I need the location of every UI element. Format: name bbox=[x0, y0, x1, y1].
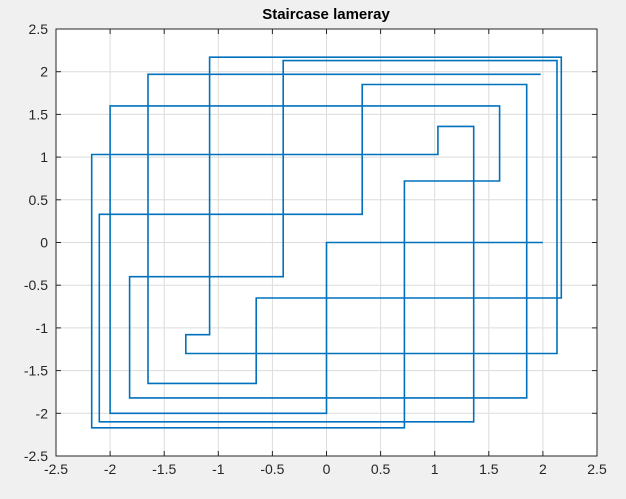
y-tick-label: -1.5 bbox=[24, 363, 48, 379]
y-tick-label: 2 bbox=[40, 64, 48, 80]
series-line-0 bbox=[90, 56, 563, 429]
x-tick-label: -2 bbox=[104, 461, 117, 477]
x-tick-label: 2.5 bbox=[587, 461, 607, 477]
y-tick-label: 2.5 bbox=[29, 21, 49, 37]
x-tick-label: 1.5 bbox=[479, 461, 499, 477]
y-tick-label: -2.5 bbox=[24, 448, 48, 464]
y-tick-label: 1 bbox=[40, 149, 48, 165]
y-tick-label: 0.5 bbox=[29, 192, 49, 208]
x-tick-label: 1 bbox=[431, 461, 439, 477]
y-axis: 2.5 2 1.5 1 0.5 0 -0.5 -1 -1.5 -2 -2.5 bbox=[24, 21, 597, 464]
y-tick-label: -0.5 bbox=[24, 277, 48, 293]
y-tick-label: -2 bbox=[36, 405, 49, 421]
x-tick-label: 2 bbox=[539, 461, 547, 477]
plot-area bbox=[90, 56, 563, 429]
x-tick-label: -0.5 bbox=[260, 461, 284, 477]
x-tick-label: -2.5 bbox=[44, 461, 68, 477]
y-tick-label: 0 bbox=[40, 235, 48, 251]
x-tick-label: -1 bbox=[212, 461, 225, 477]
x-tick-label: 0 bbox=[323, 461, 331, 477]
x-tick-label: 0.5 bbox=[371, 461, 391, 477]
y-tick-label: 1.5 bbox=[29, 106, 49, 122]
chart-title: Staircase lameray bbox=[262, 6, 390, 23]
y-tick-label: -1 bbox=[36, 320, 49, 336]
x-tick-label: -1.5 bbox=[152, 461, 176, 477]
x-axis: -2.5 -2 -1.5 -1 -0.5 0 0.5 1 1.5 2 2.5 bbox=[44, 29, 607, 477]
